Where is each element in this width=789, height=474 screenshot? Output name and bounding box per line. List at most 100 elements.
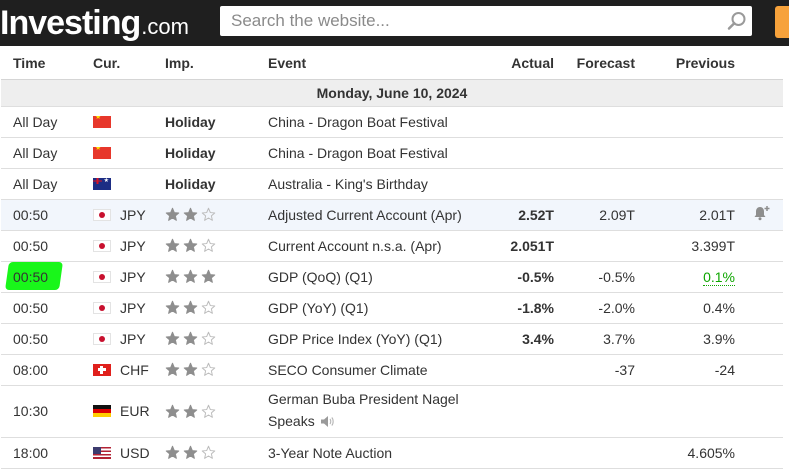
event-title-cell[interactable]: Australia - King's Birthday [264,168,479,200]
event-name[interactable]: Australia - King's Birthday [268,175,428,192]
event-previous: -24 [638,354,741,386]
col-header-alert [741,48,783,80]
event-row[interactable]: 00:50 JPY GDP Price Index (YoY) (Q1) 3.4% 3.… [1,323,783,355]
event-name[interactable]: China - Dragon Boat Festival [268,144,448,161]
event-time-text: All Day [13,175,58,192]
event-row[interactable]: 00:50 JPY GDP (YoY) (Q1) -1.8% -2.0% 0.4% [1,292,783,324]
holiday-label: Holiday [165,144,216,161]
star-filled-icon [165,238,180,253]
holiday-label: Holiday [165,175,216,192]
bell-alert-icon[interactable] [753,206,771,224]
event-title-cell[interactable]: China - Dragon Boat Festival [264,137,479,169]
currency-code: JPY [120,268,146,285]
alert-cell [741,437,783,469]
col-header-event[interactable]: Event [264,48,479,80]
star-empty-icon [201,362,216,377]
event-importance [161,292,264,324]
col-header-previous[interactable]: Previous [638,48,741,80]
event-title-cell[interactable]: GDP (QoQ) (Q1) [264,261,479,293]
importance-stars [165,404,264,419]
event-previous: 4.605% [638,437,741,469]
event-name[interactable]: GDP Price Index (YoY) (Q1) [268,330,443,347]
date-label: Monday, June 10, 2024 [1,79,783,107]
event-actual [479,437,556,469]
event-time: 10:30 [1,385,81,438]
currency-code: JPY [120,237,146,254]
event-currency: EUR [81,385,161,438]
star-empty-icon [201,207,216,222]
event-title-cell[interactable]: Adjusted Current Account (Apr) [264,199,479,231]
event-forecast [556,168,638,200]
investing-logo[interactable]: Investing .com [0,4,189,42]
event-name-line1[interactable]: German Buba President Nagel [268,391,459,408]
event-forecast: -0.5% [556,261,638,293]
event-previous-value: -24 [714,361,735,378]
event-row[interactable]: 00:50 JPY Current Account n.s.a. (Apr) 2.05… [1,230,783,262]
event-title-cell[interactable]: GDP (YoY) (Q1) [264,292,479,324]
star-empty-icon [201,238,216,253]
alert-cell [741,385,783,438]
event-time-text: 00:50 [13,268,49,285]
importance-stars [165,331,264,346]
star-filled-icon [165,207,180,222]
event-row[interactable]: 08:00 CHF SECO Consumer Climate -37 -24 [1,354,783,386]
event-row[interactable]: All Day Holiday China - Dragon Boat Festiv… [1,106,783,138]
event-currency [81,168,161,200]
orange-header-button[interactable] [775,6,789,38]
event-currency: JPY [81,323,161,355]
event-actual: 3.4% [479,323,556,355]
event-name[interactable]: SECO Consumer Climate [268,361,428,378]
event-time: 00:50 [1,292,81,324]
event-title-cell[interactable]: SECO Consumer Climate [264,354,479,386]
col-header-forecast[interactable]: Forecast [556,48,638,80]
event-name[interactable]: China - Dragon Boat Festival [268,113,448,130]
event-row[interactable]: 00:50 JPY GDP (QoQ) (Q1) -0.5% -0.5% 0.1% [1,261,783,293]
event-name[interactable]: 3-Year Note Auction [268,444,393,461]
event-name[interactable]: GDP (QoQ) (Q1) [268,268,373,285]
event-row[interactable]: 18:00 USD 3-Year Note Auction 4.605% [1,437,783,469]
star-empty-icon [201,331,216,346]
event-importance: Holiday [161,168,264,200]
flag-us-icon [93,446,111,459]
event-currency [81,137,161,169]
event-title-cell[interactable]: 3-Year Note Auction [264,437,479,469]
star-filled-icon [165,404,180,419]
event-actual [479,137,556,169]
event-currency: JPY [81,199,161,231]
event-row[interactable]: All Day Holiday China - Dragon Boat Festiv… [1,137,783,169]
economic-calendar-table: Time Cur. Imp. Event Actual Forecast Pre… [1,48,783,469]
event-time-text: All Day [13,113,58,130]
col-header-currency[interactable]: Cur. [81,48,161,80]
event-name-line2[interactable]: Speaks [268,413,315,430]
holiday-label: Holiday [165,113,216,130]
event-title-cell[interactable]: Current Account n.s.a. (Apr) [264,230,479,262]
event-name[interactable]: Current Account n.s.a. (Apr) [268,237,442,254]
search-icon[interactable] [722,6,752,36]
event-title-cell[interactable]: GDP Price Index (YoY) (Q1) [264,323,479,355]
col-header-time[interactable]: Time [1,48,81,80]
event-row[interactable]: All Day Holiday Australia - King's Birthda… [1,168,783,200]
star-filled-icon [183,331,198,346]
event-actual [479,354,556,386]
event-row[interactable]: 00:50 JPY Adjusted Current Account (Apr) 2.… [1,199,783,231]
col-header-importance[interactable]: Imp. [161,48,264,80]
event-title-cell[interactable]: German Buba President Nagel Speaks [264,385,479,438]
event-previous: 3.399T [638,230,741,262]
event-title-cell[interactable]: China - Dragon Boat Festival [264,106,479,138]
alert-cell [741,230,783,262]
flag-au-icon [93,177,111,190]
event-row[interactable]: 10:30 EUR German Buba President Nagel Speak… [1,385,783,438]
flag-jp-icon [93,332,111,345]
search-input[interactable] [220,7,722,35]
event-previous [638,137,741,169]
event-time: 08:00 [1,354,81,386]
event-name[interactable]: Adjusted Current Account (Apr) [268,206,462,223]
alert-cell [741,354,783,386]
event-forecast [556,385,638,438]
event-previous-value: 0.1% [703,268,735,286]
star-empty-icon [201,445,216,460]
flag-jp-icon [93,270,111,283]
event-name[interactable]: GDP (YoY) (Q1) [268,299,369,316]
event-currency [81,106,161,138]
col-header-actual[interactable]: Actual [479,48,556,80]
